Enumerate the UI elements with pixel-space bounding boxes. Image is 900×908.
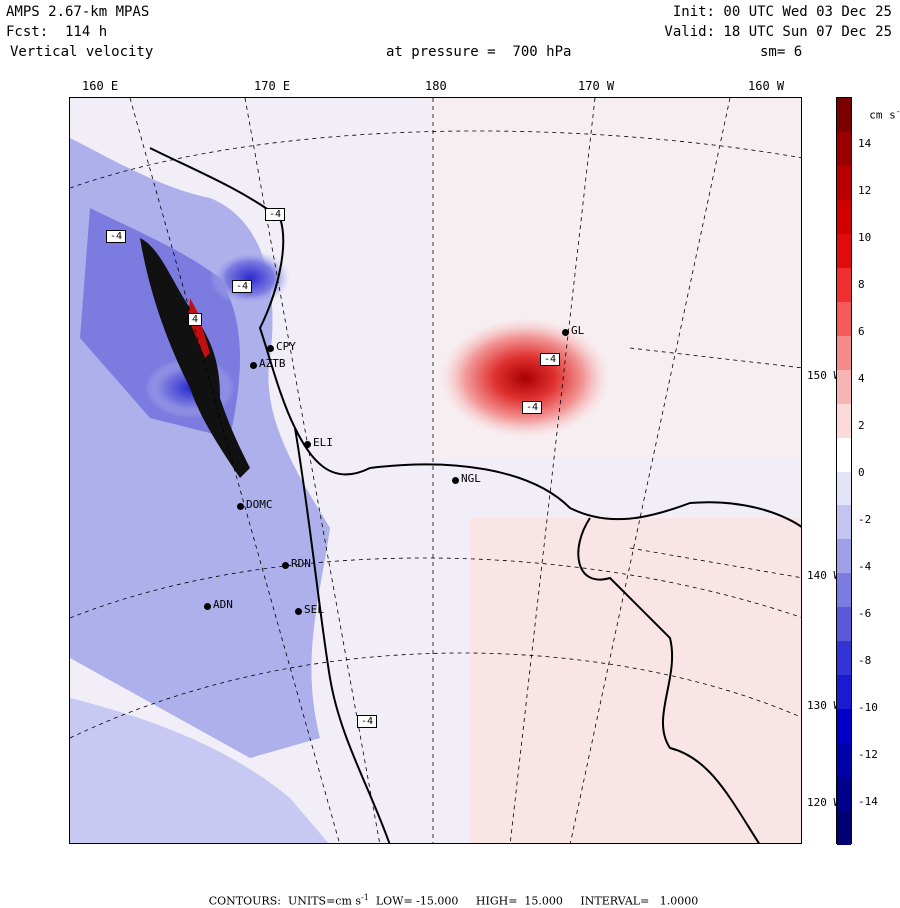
station-label: RDN xyxy=(291,557,311,570)
forecast-hour: Fcst: 114 h xyxy=(6,24,108,40)
station-label: SEL xyxy=(304,603,324,616)
colorbar xyxy=(836,97,852,846)
colorbar-tick-label: 0 xyxy=(858,466,865,479)
station-label: AZTB xyxy=(259,357,286,370)
ascent-core-ross xyxy=(440,318,610,438)
station-dot xyxy=(562,329,569,336)
colorbar-units: cm s-1 xyxy=(869,107,900,122)
colorbar-tick-label: 12 xyxy=(858,184,872,197)
descent-core-north xyxy=(210,250,290,306)
station-label: DOMC xyxy=(246,498,273,511)
colorbar-swatch xyxy=(837,811,851,846)
descent-region-south xyxy=(70,698,329,843)
colorbar-tick-label: -8 xyxy=(858,654,872,667)
lon-label-170e: 170 E xyxy=(254,79,291,93)
smoothing-value: sm= 6 xyxy=(760,44,803,60)
station-label: ELI xyxy=(313,436,333,449)
colorbar-swatch xyxy=(837,98,851,133)
station-dot xyxy=(282,562,289,569)
colorbar-swatch xyxy=(837,403,851,439)
model-title: AMPS 2.67-km MPAS xyxy=(6,4,150,20)
lon-label-180: 180 xyxy=(425,79,447,93)
colorbar-swatch xyxy=(837,777,851,812)
contour-value-box: 4 xyxy=(188,313,203,326)
colorbar-tick-label: -4 xyxy=(858,560,872,573)
plateau-pink-region xyxy=(470,518,801,843)
colorbar-swatch xyxy=(837,539,851,574)
colorbar-swatch xyxy=(837,505,851,540)
colorbar-swatch xyxy=(837,267,851,303)
valid-time: Valid: 18 UTC Sun 07 Dec 25 xyxy=(664,24,892,40)
colorbar-tick-label: 14 xyxy=(858,137,872,150)
colorbar-swatch xyxy=(837,165,851,201)
contour-value-box: -4 xyxy=(540,353,561,366)
station-label: NGL xyxy=(461,472,481,485)
colorbar-swatch xyxy=(837,199,851,235)
lon-label-170w: 170 W xyxy=(578,79,615,93)
station-dot xyxy=(204,603,211,610)
colorbar-tick-label: 8 xyxy=(858,278,865,291)
field-name: Vertical velocity xyxy=(10,44,154,60)
station-dot xyxy=(452,477,459,484)
lon-label-160e: 160 E xyxy=(82,79,119,93)
contour-value-box: -4 xyxy=(522,401,543,414)
station-dot xyxy=(267,345,274,352)
lon-label-160w: 160 W xyxy=(748,79,785,93)
pressure-level: at pressure = 700 hPa xyxy=(386,44,572,60)
contour-value-box: -4 xyxy=(106,230,127,243)
station-label: ADN xyxy=(213,598,233,611)
colorbar-swatch xyxy=(837,437,851,472)
colorbar-tick-label: -12 xyxy=(858,748,878,761)
colorbar-tick-label: 4 xyxy=(858,372,865,385)
contour-value-box: -4 xyxy=(357,715,378,728)
colorbar-swatch xyxy=(837,131,851,167)
colorbar-tick-label: -6 xyxy=(858,607,872,620)
station-dot xyxy=(250,362,257,369)
colorbar-swatch xyxy=(837,641,851,676)
station-label: CPY xyxy=(276,340,296,353)
colorbar-swatch xyxy=(837,607,851,642)
colorbar-swatch xyxy=(837,675,851,710)
coastline-east xyxy=(577,517,760,843)
init-time: Init: 00 UTC Wed 03 Dec 25 xyxy=(672,4,892,20)
contour-info: CONTOURS: UNITS=cm s-1 LOW= -15.000 HIGH… xyxy=(208,893,699,908)
colorbar-swatch xyxy=(837,335,851,371)
coastline-ross xyxy=(149,147,801,528)
station-label: GL xyxy=(571,324,585,337)
colorbar-tick-label: 10 xyxy=(858,231,872,244)
colorbar-swatch xyxy=(837,471,851,506)
lat-label-150w: 150 W xyxy=(806,369,842,382)
contour-value-box: -4 xyxy=(232,280,253,293)
terrain-ridge xyxy=(140,238,250,478)
colorbar-swatch xyxy=(837,709,851,744)
colorbar-swatch xyxy=(837,743,851,778)
station-dot xyxy=(295,608,302,615)
colorbar-swatch xyxy=(837,301,851,337)
station-dot xyxy=(237,503,244,510)
colorbar-swatch xyxy=(837,233,851,269)
colorbar-tick-label: 6 xyxy=(858,325,865,338)
colorbar-swatch xyxy=(837,573,851,608)
colorbar-tick-label: -14 xyxy=(858,795,878,808)
contour-value-box: -4 xyxy=(265,208,286,221)
colorbar-tick-label: 2 xyxy=(858,419,865,432)
colorbar-tick-label: -10 xyxy=(858,701,878,714)
vertical-velocity-map xyxy=(70,98,801,843)
colorbar-swatch xyxy=(837,369,851,405)
map-panel: CPY AZTB ELI NGL DOMC RDN ADN SEL GL -4 -4 -4 -4 -4 4 -… xyxy=(69,97,802,844)
coastline-transantarctic xyxy=(294,427,391,843)
colorbar-tick-label: -2 xyxy=(858,513,872,526)
station-dot xyxy=(304,441,311,448)
